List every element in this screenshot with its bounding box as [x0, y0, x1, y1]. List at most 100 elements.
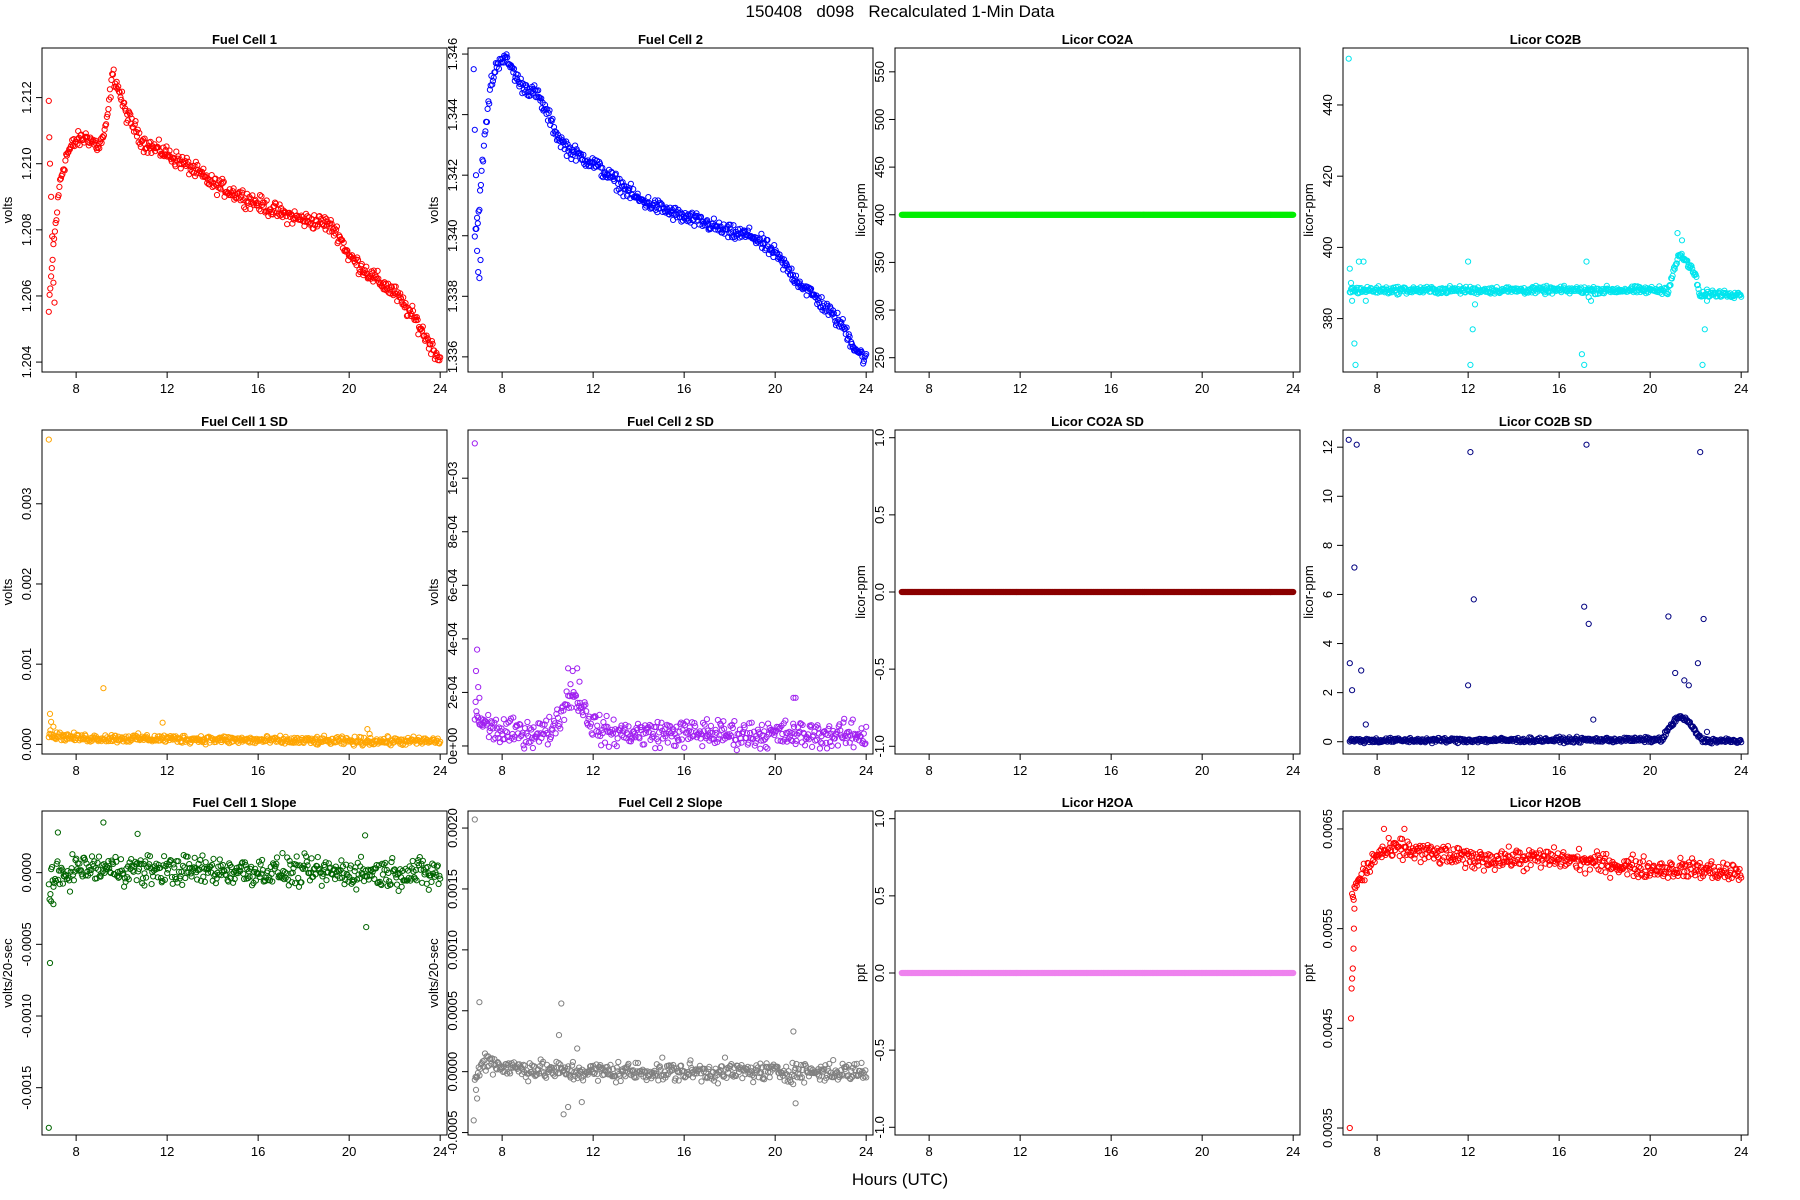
data-point — [486, 86, 493, 93]
x-tick-label: 16 — [251, 381, 265, 396]
data-point — [173, 148, 180, 155]
data-point — [47, 891, 54, 898]
data-point — [504, 54, 511, 61]
data-point — [1700, 615, 1707, 623]
data-point — [758, 737, 765, 744]
data-point — [635, 734, 642, 741]
data-point — [613, 743, 620, 750]
y-tick-label: 0.0000 — [19, 853, 34, 893]
data-point — [620, 193, 627, 200]
data-point — [849, 716, 856, 723]
data-points — [470, 51, 870, 367]
y-axis-label: volts/20-sec — [0, 938, 15, 1008]
data-point — [595, 728, 602, 736]
x-tick-label: 16 — [1552, 381, 1566, 396]
data-point — [55, 192, 62, 199]
data-point — [834, 728, 841, 736]
y-tick-label: 0.5 — [872, 506, 887, 524]
data-point — [200, 873, 207, 880]
plot-frame — [41, 429, 448, 755]
data-point — [427, 341, 434, 348]
data-point — [472, 667, 480, 675]
data-point — [387, 290, 394, 297]
data-point — [556, 721, 563, 728]
y-tick-label: 1.344 — [445, 98, 460, 131]
data-point — [740, 227, 748, 234]
data-point — [159, 719, 166, 726]
x-tick-label: 12 — [160, 381, 174, 396]
data-point — [860, 730, 867, 737]
data-point — [546, 713, 553, 721]
data-point — [46, 160, 54, 167]
data-point — [200, 165, 207, 172]
x-tick-label: 12 — [1013, 381, 1027, 396]
data-point — [1467, 361, 1474, 368]
data-point — [848, 719, 855, 726]
x-tick-label: 16 — [1104, 763, 1118, 778]
data-point — [101, 126, 108, 133]
data-point — [714, 739, 721, 746]
y-tick-label: 0.001 — [19, 648, 34, 681]
data-point — [1668, 275, 1676, 282]
data-point — [62, 157, 69, 164]
data-point — [340, 239, 347, 246]
data-point — [321, 214, 328, 221]
data-point — [474, 646, 481, 653]
data-point — [532, 733, 540, 741]
data-point — [658, 719, 665, 726]
data-point — [48, 193, 55, 200]
x-tick-label: 8 — [1374, 381, 1381, 396]
data-point — [760, 235, 767, 242]
x-tick-label: 8 — [1374, 763, 1381, 778]
data-point — [764, 236, 771, 244]
x-tick-label: 16 — [1104, 381, 1118, 396]
data-point — [533, 731, 540, 738]
data-point — [105, 106, 112, 113]
data-point — [628, 735, 635, 742]
data-point — [521, 725, 529, 732]
data-point — [744, 227, 751, 234]
data-point — [1581, 361, 1588, 368]
data-point — [656, 744, 664, 752]
data-point — [1351, 564, 1358, 571]
data-point — [46, 291, 53, 298]
y-tick-label: 6 — [1320, 591, 1335, 598]
data-point — [733, 747, 740, 754]
data-point — [513, 722, 520, 729]
data-point — [550, 124, 558, 131]
data-point — [437, 738, 444, 745]
data-point — [636, 735, 643, 742]
data-point — [327, 217, 334, 224]
data-point — [546, 107, 553, 114]
data-point — [543, 729, 551, 737]
data-point — [605, 743, 613, 750]
data-point — [746, 224, 753, 231]
data-point — [323, 877, 330, 884]
data-point — [475, 684, 482, 691]
data-point — [758, 721, 766, 729]
data-point — [47, 727, 54, 734]
data-point — [95, 853, 103, 860]
y-tick-label: -0.0015 — [19, 1066, 34, 1110]
data-point — [677, 209, 684, 216]
data-point — [514, 71, 521, 78]
data-point — [704, 217, 711, 224]
data-point — [553, 710, 560, 718]
x-tick-label: 20 — [1195, 381, 1209, 396]
y-tick-label: -0.0005 — [19, 922, 34, 966]
data-point — [552, 730, 559, 737]
data-point — [548, 725, 555, 732]
data-point — [1670, 267, 1677, 274]
data-point — [834, 742, 842, 749]
data-point — [585, 163, 592, 170]
data-point — [414, 316, 421, 323]
data-point — [65, 149, 72, 156]
data-point — [308, 855, 315, 862]
data-point — [381, 279, 388, 286]
data-point — [572, 691, 579, 698]
x-tick-label: 16 — [677, 763, 691, 778]
data-point — [293, 853, 300, 860]
data-point — [596, 711, 603, 719]
data-point — [1351, 340, 1358, 347]
